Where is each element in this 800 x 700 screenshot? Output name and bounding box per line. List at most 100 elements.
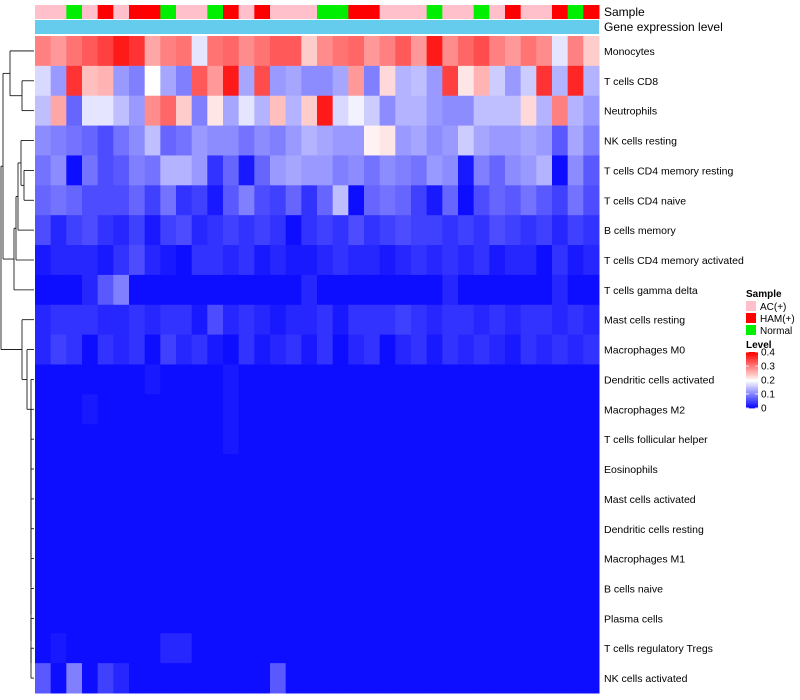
heatmap-cell bbox=[364, 513, 381, 545]
heatmap-cell bbox=[411, 36, 428, 67]
heatmap-cell bbox=[207, 633, 224, 664]
heatmap-cell bbox=[536, 125, 553, 156]
heatmap-cell bbox=[207, 185, 224, 216]
heatmap-cell bbox=[489, 334, 506, 365]
heatmap-cell bbox=[536, 95, 553, 127]
heatmap-cell bbox=[458, 543, 475, 575]
heatmap-cell bbox=[520, 603, 537, 634]
heatmap-cell bbox=[552, 155, 569, 186]
heatmap-cell bbox=[160, 334, 177, 365]
heatmap-cell bbox=[364, 543, 381, 575]
row-label: Mast cells activated bbox=[604, 494, 696, 506]
heatmap-cell bbox=[160, 304, 177, 336]
heatmap-cell bbox=[223, 95, 240, 127]
heatmap-cell bbox=[567, 424, 584, 455]
heatmap-cell bbox=[254, 424, 271, 455]
heatmap-cell bbox=[144, 424, 161, 455]
heatmap-cell bbox=[583, 663, 600, 694]
heatmap-cell bbox=[285, 633, 302, 664]
heatmap-cell bbox=[411, 215, 428, 246]
heatmap-cell bbox=[583, 573, 600, 604]
heatmap-cell bbox=[207, 65, 224, 97]
heatmap-cell bbox=[583, 215, 600, 246]
legend-gradient-step bbox=[746, 356, 758, 358]
row-label: Macrophages M1 bbox=[604, 554, 685, 566]
heatmap-cell bbox=[317, 364, 334, 395]
heatmap-cell bbox=[82, 334, 99, 365]
heatmap-cell bbox=[317, 334, 334, 365]
heatmap-cell bbox=[223, 185, 240, 216]
heatmap-cell bbox=[583, 245, 600, 276]
heatmap-cell bbox=[411, 394, 428, 425]
heatmap-cell bbox=[411, 245, 428, 276]
heatmap-cell bbox=[364, 633, 381, 664]
heatmap-cell bbox=[191, 483, 208, 515]
heatmap-cell bbox=[395, 603, 412, 634]
heatmap-cell bbox=[207, 95, 224, 127]
heatmap-cell bbox=[489, 483, 506, 515]
heatmap-cell bbox=[364, 245, 381, 276]
legend-level-tick-label: 0.1 bbox=[761, 390, 775, 401]
heatmap-cell bbox=[379, 155, 396, 186]
heatmap-cell bbox=[207, 603, 224, 634]
heatmap-cell bbox=[129, 185, 146, 216]
heatmap-cell bbox=[191, 274, 208, 306]
heatmap-cell bbox=[317, 274, 334, 306]
heatmap-cell bbox=[129, 125, 146, 156]
heatmap-cell bbox=[458, 274, 475, 306]
heatmap-cell bbox=[270, 424, 287, 455]
heatmap-cell bbox=[520, 185, 537, 216]
heatmap-cell bbox=[505, 215, 522, 246]
heatmap-cell bbox=[567, 95, 584, 127]
heatmap-cell bbox=[395, 95, 412, 127]
heatmap-cell bbox=[505, 663, 522, 694]
heatmap-cell bbox=[270, 304, 287, 336]
heatmap-cell bbox=[254, 394, 271, 425]
heatmap-cell bbox=[207, 513, 224, 545]
heatmap-cell bbox=[129, 364, 146, 395]
heatmap-cell bbox=[254, 65, 271, 97]
heatmap-cell bbox=[379, 573, 396, 604]
heatmap-cell bbox=[270, 573, 287, 604]
heatmap-cell bbox=[238, 155, 255, 186]
heatmap-cell bbox=[567, 65, 584, 97]
heatmap-cell bbox=[489, 663, 506, 694]
heatmap-cell bbox=[270, 603, 287, 634]
heatmap-cell bbox=[97, 274, 114, 306]
heatmap-cell bbox=[489, 394, 506, 425]
heatmap-cell bbox=[301, 36, 318, 67]
heatmap-cell bbox=[191, 513, 208, 545]
legend-level-tick-label: 0.4 bbox=[761, 348, 775, 359]
heatmap-cell bbox=[144, 394, 161, 425]
sample-annotation-cell bbox=[176, 5, 193, 19]
heatmap-cell bbox=[129, 65, 146, 97]
heatmap-cell bbox=[82, 125, 99, 156]
heatmap-cell bbox=[35, 304, 52, 336]
heatmap-cell bbox=[473, 483, 490, 515]
heatmap-cell bbox=[442, 394, 459, 425]
heatmap-cell bbox=[113, 513, 130, 545]
heatmap-cell bbox=[97, 334, 114, 365]
sample-annotation-cell bbox=[552, 5, 569, 19]
heatmap-cell bbox=[411, 483, 428, 515]
heatmap-cell bbox=[238, 603, 255, 634]
heatmap-cell bbox=[317, 125, 334, 156]
heatmap-cell bbox=[426, 483, 443, 515]
heatmap-cell bbox=[176, 364, 193, 395]
heatmap-cell bbox=[567, 573, 584, 604]
heatmap-cell bbox=[160, 603, 177, 634]
heatmap-cell bbox=[176, 424, 193, 455]
heatmap-cell bbox=[317, 543, 334, 575]
heatmap-cell bbox=[50, 334, 67, 365]
heatmap-cell bbox=[191, 633, 208, 664]
heatmap-cell bbox=[176, 394, 193, 425]
heatmap-cell bbox=[160, 573, 177, 604]
heatmap-cell bbox=[426, 65, 443, 97]
heatmap-cell bbox=[238, 185, 255, 216]
heatmap-cell bbox=[66, 394, 83, 425]
heatmap-cell bbox=[144, 245, 161, 276]
heatmap-cell bbox=[552, 95, 569, 127]
heatmap-cell bbox=[426, 125, 443, 156]
heatmap-cell bbox=[395, 394, 412, 425]
heatmap-cell bbox=[379, 65, 396, 97]
